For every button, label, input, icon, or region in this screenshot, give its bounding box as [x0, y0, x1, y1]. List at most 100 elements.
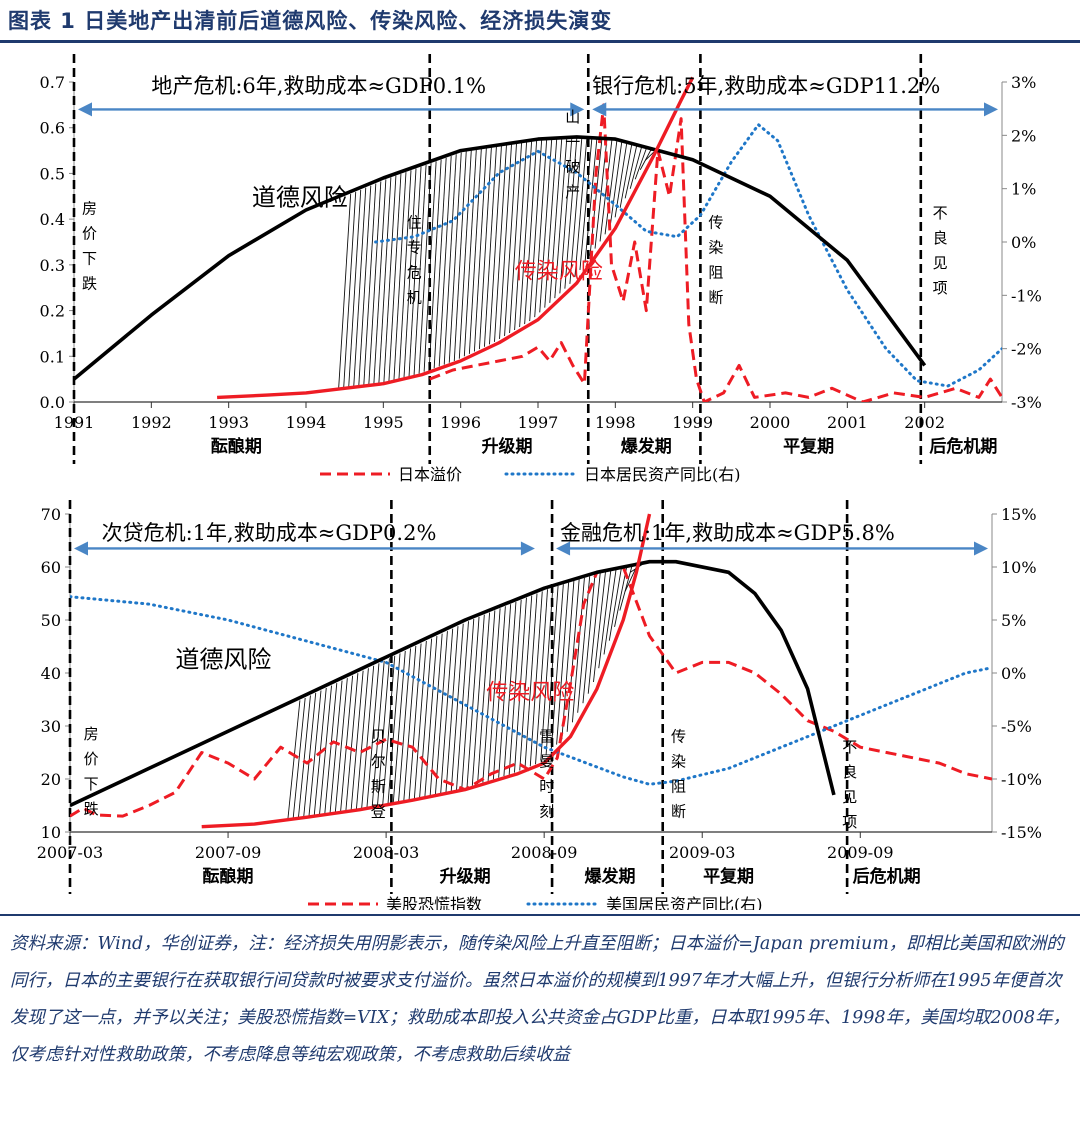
- jp-loss-hatch: [373, 179, 387, 385]
- us-y-tick-label: 40: [41, 664, 61, 683]
- us-loss-hatch: [392, 650, 406, 803]
- us-series-美股恐慌指数: [70, 565, 992, 818]
- jp-loss-hatch: [634, 145, 648, 180]
- jp-loss-hatch: [383, 175, 397, 383]
- us-y2-tick-label: 15%: [1001, 505, 1037, 524]
- jp-loss-hatch: [539, 138, 553, 313]
- jp-loss-hatch: [453, 150, 467, 362]
- us-loss-hatch: [308, 690, 322, 817]
- us-crisis-label: 金融危机:1年,救助成本≈GDP5.8%: [560, 521, 895, 545]
- us-loss-hatch: [413, 640, 427, 799]
- us-loss-hatch: [434, 631, 448, 795]
- jp-x-tick-label: 1996: [440, 413, 481, 432]
- us-loss-hatch: [334, 678, 348, 813]
- jp-curve-label: 传染风险: [515, 260, 603, 285]
- jp-loss-hatch: [473, 147, 487, 352]
- jp-loss-hatch: [564, 137, 578, 289]
- source-note: 资料来源：Wind，华创证券，注：经济损失用阴影表示，随传染风险上升直至阻断；日…: [10, 934, 1071, 1065]
- us-event-label: 传染阻断: [671, 728, 686, 821]
- us-loss-hatch: [614, 567, 628, 627]
- us-loss-hatch: [440, 628, 454, 794]
- us-loss-hatch: [477, 612, 491, 785]
- jp-y2-tick-label: 1%: [1011, 180, 1036, 199]
- jp-arrow-head: [570, 102, 585, 117]
- jp-y-tick-label: 0.3: [40, 256, 65, 275]
- us-loss-hatch: [498, 604, 512, 778]
- jp-series-日本居民资产同比(右): [374, 123, 1002, 388]
- jp-x-tick-label: 1993: [208, 413, 249, 432]
- jp-x-tick-label: 1997: [518, 413, 559, 432]
- jp-legend-label: 日本居民资产同比(右): [584, 465, 741, 484]
- us-loss-hatch: [535, 589, 548, 765]
- us-loss-hatch: [292, 697, 306, 819]
- jp-phase-label: 升级期: [482, 436, 533, 457]
- jp-event-label: 房价下跌: [82, 200, 97, 293]
- us-loss-hatch: [519, 595, 533, 771]
- us-loss-hatch: [303, 692, 317, 817]
- notes-divider: [0, 914, 1080, 916]
- us-phase-label: 爆发期: [585, 866, 636, 887]
- jp-event-label: 传染阻断: [708, 213, 723, 306]
- jp-loss-hatch: [468, 148, 482, 354]
- jp-loss-hatch: [579, 137, 593, 271]
- jp-loss-hatch: [574, 137, 588, 278]
- us-x-tick-label: 2008-03: [353, 843, 419, 862]
- jp-loss-hatch: [358, 185, 372, 386]
- jp-phase-label: 后危机期: [929, 436, 997, 457]
- us-loss-hatch: [471, 614, 485, 786]
- us-event-label: 房价下跌: [84, 725, 99, 818]
- jp-loss-hatch: [509, 142, 523, 333]
- jp-arrow-head: [984, 102, 998, 117]
- us-loss-hatch: [556, 582, 570, 745]
- us-y2-tick-label: -15%: [1001, 823, 1042, 842]
- jp-loss-hatch: [639, 147, 653, 170]
- us-loss-hatch: [408, 643, 422, 800]
- us-loss-hatch: [482, 610, 496, 783]
- us-event-label: 不良见项: [842, 738, 857, 831]
- jp-loss-hatch: [343, 191, 357, 388]
- us-y-tick-label: 60: [41, 558, 61, 577]
- us-loss-hatch: [461, 618, 475, 789]
- jp-loss-hatch: [448, 152, 462, 363]
- jp-loss-hatch: [463, 149, 477, 357]
- us-curve-label: 传染风险: [486, 681, 574, 706]
- jp-series-道德风险: [74, 135, 927, 381]
- us-loss-hatch: [403, 645, 417, 801]
- us-y2-tick-label: 0%: [1001, 664, 1026, 683]
- jp-event-label: 住专危机: [407, 213, 422, 306]
- jp-loss-hatch: [629, 144, 643, 189]
- jp-loss-hatch: [569, 136, 583, 284]
- jp-loss-hatch: [624, 143, 638, 199]
- us-loss-hatch: [550, 584, 564, 750]
- jp-y2-tick-label: -3%: [1011, 393, 1042, 412]
- us-loss-hatch: [445, 626, 459, 793]
- us-loss-hatch: [387, 653, 401, 804]
- jp-y2-tick-label: 0%: [1011, 233, 1036, 252]
- us-curve-label: 道德风险: [175, 646, 271, 674]
- jp-loss-hatch: [544, 138, 558, 308]
- us-loss-hatch: [571, 577, 585, 723]
- jp-loss-hatch: [363, 183, 377, 386]
- us-arrow-head: [74, 541, 88, 556]
- us-loss-hatch: [593, 571, 606, 683]
- jp-loss-hatch: [348, 189, 362, 388]
- jp-loss-hatch: [458, 149, 472, 359]
- us-phase-label: 平复期: [703, 866, 754, 887]
- jp-y-tick-label: 0.2: [40, 302, 65, 321]
- jp-loss-hatch: [504, 143, 517, 336]
- us-loss-hatch: [514, 597, 527, 773]
- jp-x-tick-label: 1992: [131, 413, 172, 432]
- jp-x-tick-label: 1995: [363, 413, 404, 432]
- us-loss-hatch: [456, 621, 469, 791]
- us-x-tick-label: 2008-09: [511, 843, 577, 862]
- us-y-tick-label: 70: [41, 505, 61, 524]
- us-loss-hatch: [561, 581, 575, 740]
- jp-loss-hatch: [483, 146, 497, 347]
- us-arrow-head: [974, 541, 988, 556]
- us-loss-hatch: [619, 566, 633, 611]
- jp-x-tick-label: 1994: [286, 413, 327, 432]
- jp-loss-hatch: [524, 140, 538, 325]
- jp-y-tick-label: 0.7: [40, 73, 65, 92]
- us-loss-hatch: [529, 591, 543, 767]
- title-divider: [0, 40, 1080, 43]
